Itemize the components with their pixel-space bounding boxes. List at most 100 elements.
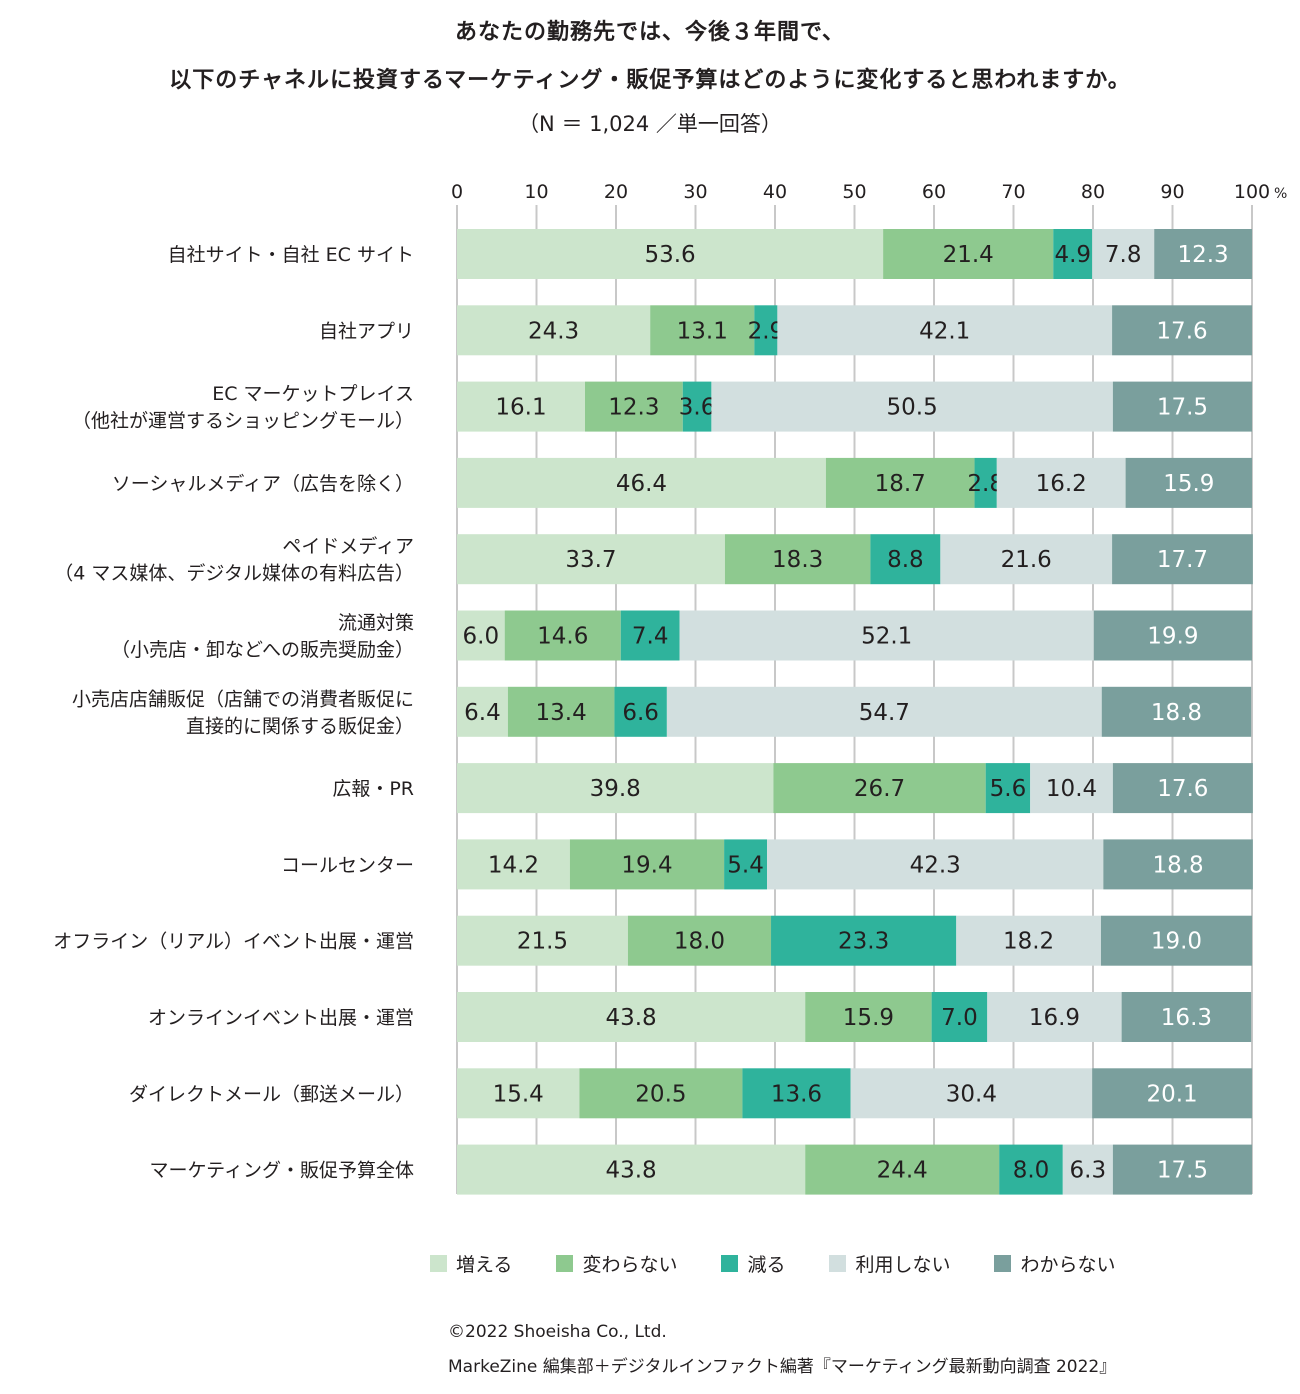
data-label: 4.9 [1054, 242, 1091, 268]
category-label: EC マーケットプレイス [212, 383, 414, 405]
legend-label: わからない [1020, 1254, 1116, 1276]
data-label: 17.6 [1157, 776, 1208, 802]
legend-swatch [556, 1255, 574, 1272]
chart-title-line1: あなたの勤務先では、今後３年間で、 [454, 20, 846, 45]
bar-segment [457, 915, 628, 966]
data-label: 16.2 [1036, 471, 1087, 497]
legend-item: 変わらない [556, 1250, 677, 1277]
legend-label: 減る [747, 1254, 786, 1276]
category-label: （小売店・卸などへの販売奨励金） [111, 639, 414, 661]
data-label: 17.6 [1156, 318, 1207, 344]
category-label: マーケティング・販促予算全体 [150, 1160, 414, 1182]
bar-segment [1125, 457, 1252, 508]
x-unit-label: % [1274, 186, 1287, 202]
x-tick-label: 90 [1160, 181, 1184, 203]
bar-segment [620, 610, 680, 661]
category-label: オンラインイベント出展・運営 [148, 1007, 414, 1029]
data-label: 6.4 [464, 700, 501, 726]
data-label: 50.5 [887, 395, 938, 421]
x-tick-label: 20 [604, 181, 628, 203]
bar-segment [956, 915, 1101, 966]
bar-segment [579, 1068, 743, 1119]
bar-segment [569, 839, 725, 890]
data-label: 23.3 [838, 929, 889, 955]
legend-label: 変わらない [582, 1254, 678, 1276]
data-label: 19.0 [1151, 929, 1202, 955]
data-label: 26.7 [854, 776, 905, 802]
bar-segment [974, 457, 997, 508]
bar-segment [457, 839, 570, 890]
legend-swatch [430, 1255, 447, 1272]
copyright-text: ©2022 Shoeisha Co., Ltd. [448, 1322, 667, 1342]
data-label: 13.1 [677, 318, 728, 344]
data-label: 18.0 [674, 929, 725, 955]
data-label: 12.3 [1177, 242, 1228, 268]
data-label: 54.7 [859, 700, 910, 726]
data-label: 43.8 [605, 1005, 656, 1031]
bar-segment [457, 534, 725, 585]
data-label: 7.4 [632, 624, 669, 650]
bar-segment [940, 534, 1113, 585]
bar-segment [1121, 992, 1252, 1042]
bar-segment [1053, 229, 1093, 279]
data-label: 6.0 [463, 624, 500, 650]
legend-item: 利用しない [829, 1250, 950, 1277]
bar-segment [850, 1068, 1093, 1119]
legend-item: 減る [721, 1250, 785, 1277]
data-label: 42.1 [919, 318, 970, 344]
data-label: 52.1 [861, 624, 912, 650]
bar-segment [771, 915, 957, 966]
data-label: 19.4 [621, 852, 672, 878]
bar-segment [825, 457, 975, 508]
data-label: 17.5 [1157, 395, 1208, 421]
category-label: 流通対策 [338, 612, 414, 634]
bar-segment [614, 686, 667, 737]
bar-segment [457, 1144, 806, 1195]
bar-segment [1062, 1144, 1113, 1195]
bar-segment [457, 305, 651, 356]
bar-segment [1103, 839, 1253, 890]
bar-segment [777, 305, 1113, 356]
category-label: 自社アプリ [319, 320, 414, 342]
bar-segment [457, 610, 505, 661]
data-label: 13.4 [536, 700, 587, 726]
bar-segment [985, 763, 1031, 814]
bar-segment [457, 992, 806, 1042]
data-label: 19.9 [1147, 624, 1198, 650]
data-label: 21.4 [943, 242, 994, 268]
data-label: 5.6 [990, 776, 1027, 802]
x-tick-label: 50 [842, 181, 866, 203]
bar-segment [754, 305, 778, 356]
data-label: 24.3 [528, 318, 579, 344]
category-label: ダイレクトメール（郵送メール） [129, 1083, 414, 1105]
bar-segment [682, 381, 712, 432]
data-label: 10.4 [1046, 776, 1097, 802]
x-tick-label: 40 [763, 181, 787, 203]
data-label: 53.6 [644, 242, 695, 268]
data-label: 12.3 [608, 395, 659, 421]
data-label: 20.5 [635, 1081, 686, 1107]
bar-segment [805, 992, 932, 1042]
bar-segment [457, 457, 826, 508]
bar-segment [1112, 763, 1253, 814]
source-text: MarkeZine 編集部＋デジタルインファクト編著『マーケティング最新動向調査… [448, 1357, 1117, 1377]
legend-swatch [829, 1255, 847, 1272]
data-label: 5.4 [727, 852, 764, 878]
bar-segment [457, 381, 585, 432]
x-tick-label: 70 [1001, 181, 1025, 203]
data-label: 8.8 [887, 547, 924, 573]
category-label: 直接的に関係する販促金） [186, 715, 414, 737]
data-label: 6.3 [1070, 1158, 1107, 1184]
bar-segment [627, 915, 772, 966]
data-label: 18.3 [772, 547, 823, 573]
category-label: オフライン（リアル）イベント出展・運営 [53, 931, 414, 953]
stacked-bar-chart: 0 10 20 30 40 50 60 70 80 90 100 % 53.6 21.4 4.9 7.8 12.… [53, 181, 1287, 1195]
bar-segment [1112, 534, 1253, 585]
category-label: ソーシャルメディア（広告を除く） [112, 473, 414, 495]
data-label: 15.9 [1163, 471, 1214, 497]
bar-segment [650, 305, 755, 356]
x-tick-label: 30 [683, 181, 707, 203]
data-label: 33.7 [565, 547, 616, 573]
bar-segment [507, 686, 615, 737]
bar-segment [1154, 229, 1252, 279]
